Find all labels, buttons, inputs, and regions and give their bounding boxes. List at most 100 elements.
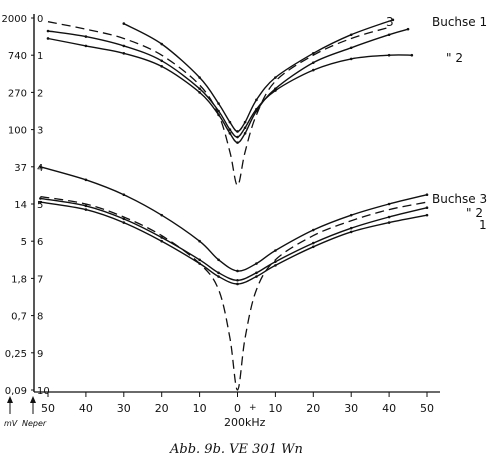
x-tick-label: 10 bbox=[268, 402, 282, 415]
neper-tick-label: 9 bbox=[37, 349, 43, 360]
lower-curve-1-point bbox=[312, 228, 315, 232]
upper-curve-3-point bbox=[312, 52, 315, 55]
figure-caption: Abb. 9b. VE 301 Wn bbox=[169, 442, 303, 457]
lower-curve-1-point bbox=[274, 249, 277, 252]
lower-curve-1-point bbox=[160, 213, 163, 217]
neper-tick-label: 7 bbox=[37, 274, 43, 285]
lower-curve-3-point bbox=[236, 282, 239, 286]
upper-curve-1-point bbox=[406, 27, 410, 31]
lower-curve-1-point bbox=[349, 213, 353, 217]
neper-tick-label: 1 bbox=[37, 51, 43, 62]
lower-curve-3-point bbox=[255, 275, 258, 278]
lower-curve-1-point bbox=[255, 262, 258, 265]
upper-curve-2-point bbox=[46, 29, 50, 33]
neper-tick-label: 0 bbox=[37, 14, 43, 25]
lower-curve-4 bbox=[40, 195, 428, 391]
lower-curve-3-point bbox=[312, 245, 315, 249]
x-tick-label: 50 bbox=[41, 402, 55, 415]
upper-curve-2-point bbox=[349, 57, 353, 61]
lower-curve-1-point bbox=[425, 193, 429, 196]
lower-curve-3-point bbox=[387, 221, 391, 224]
lower-curve-3-point bbox=[122, 221, 126, 224]
lower-curve-3-point bbox=[84, 208, 88, 211]
upper-curve-1-point bbox=[228, 132, 232, 135]
lower-curve-2-point bbox=[349, 226, 353, 230]
mv-arrow-head-icon bbox=[7, 396, 13, 403]
upper-curve-3-point bbox=[243, 120, 247, 124]
upper-curve-2-point bbox=[274, 89, 277, 92]
lower-curve-1-point bbox=[122, 193, 126, 196]
mv-tick-label: 14 bbox=[14, 200, 27, 211]
lower-curve-2-point bbox=[217, 271, 220, 275]
legend-lower-label-1: 1 bbox=[479, 218, 487, 232]
legend-upper-label-3: 3 bbox=[386, 15, 394, 29]
lower-curve-3-point bbox=[274, 264, 277, 267]
x-tick-label: 40 bbox=[79, 402, 93, 415]
upper-curve-1-point bbox=[243, 132, 247, 135]
x-tick-label: 20 bbox=[306, 402, 320, 415]
mv-tick-label: 100 bbox=[8, 126, 27, 137]
upper-curve-3-point bbox=[198, 76, 201, 79]
mv-unit-label: mV bbox=[4, 419, 18, 428]
upper-curve-3 bbox=[123, 19, 394, 133]
neper-tick-label: 3 bbox=[37, 126, 43, 137]
upper-curve-2-point bbox=[255, 107, 258, 111]
mv-tick-label: 37 bbox=[14, 163, 27, 174]
mv-tick-label: 0,25 bbox=[5, 349, 27, 360]
lower-curve-3-point bbox=[349, 230, 353, 234]
mv-tick-label: 2000 bbox=[2, 14, 27, 25]
upper-curve-3-point bbox=[217, 102, 220, 105]
upper-curve-2-point bbox=[228, 128, 232, 131]
lower-curve-2-point bbox=[122, 217, 126, 221]
lower-curve-1-point bbox=[217, 258, 220, 262]
neper-unit-label: Neper bbox=[22, 419, 47, 428]
center-frequency-label: 200kHz bbox=[224, 416, 266, 429]
lower-curve-3-point bbox=[425, 213, 429, 217]
legend-lower-label-2: " 2 bbox=[466, 206, 483, 220]
x-tick-label: 10 bbox=[193, 402, 207, 415]
lower-curve-2-point bbox=[84, 204, 88, 208]
upper-curve-3-point bbox=[349, 33, 353, 37]
lower-curve-1-point bbox=[236, 269, 239, 273]
lower-curve-1-point bbox=[39, 165, 42, 169]
lower-curve-1-point bbox=[387, 202, 391, 206]
mv-tick-label: 0,09 bbox=[5, 386, 27, 397]
x-tick-label: 0 bbox=[234, 402, 241, 415]
upper-curve-1-point bbox=[387, 33, 391, 37]
upper-curve-3-point bbox=[160, 42, 163, 46]
upper-curve-3-point bbox=[228, 120, 232, 124]
neper-tick-label: 4 bbox=[37, 163, 43, 174]
upper-curve-2-point bbox=[410, 53, 414, 57]
neper-tick-label: 2 bbox=[37, 88, 43, 99]
upper-curve-2-point bbox=[243, 126, 247, 130]
lower-curve-2-point bbox=[236, 278, 239, 282]
upper-curve-2-point bbox=[84, 35, 88, 38]
mv-tick-label: 740 bbox=[8, 51, 27, 62]
legend-lower-title: Buchse 3 bbox=[432, 192, 487, 206]
upper-curve-1-point bbox=[236, 141, 239, 144]
upper-curve-2-point bbox=[312, 68, 315, 72]
x-tick-label: 30 bbox=[344, 402, 358, 415]
lower-curve-3-point bbox=[217, 275, 220, 278]
upper-curve-3-point bbox=[236, 130, 239, 133]
upper-curve-1-point bbox=[84, 44, 88, 48]
lower-curve-2-point bbox=[387, 215, 391, 219]
lower-curve-2-point bbox=[160, 236, 163, 239]
upper-curve-3-point bbox=[274, 76, 277, 79]
upper-curve-3-point bbox=[391, 18, 395, 22]
x-tick-label: 20 bbox=[155, 402, 169, 415]
upper-curve-1-point bbox=[312, 61, 315, 64]
neper-tick-label: 6 bbox=[37, 237, 43, 248]
mv-tick-label: 0,7 bbox=[11, 312, 27, 323]
x-tick-label: 30 bbox=[117, 402, 131, 415]
lower-curve-3-point bbox=[39, 200, 42, 204]
x-tick-label: 40 bbox=[382, 402, 396, 415]
lower-curve-2-point bbox=[312, 241, 315, 245]
upper-curve-2-point bbox=[387, 53, 391, 57]
lower-curve-2-point bbox=[255, 271, 258, 275]
lower-curve-1-point bbox=[84, 178, 88, 182]
mv-tick-label: 1,8 bbox=[11, 274, 27, 285]
lower-curve-2-point bbox=[425, 206, 429, 210]
mv-tick-label: 270 bbox=[8, 88, 27, 99]
neper-tick-label: 10 bbox=[37, 386, 50, 397]
